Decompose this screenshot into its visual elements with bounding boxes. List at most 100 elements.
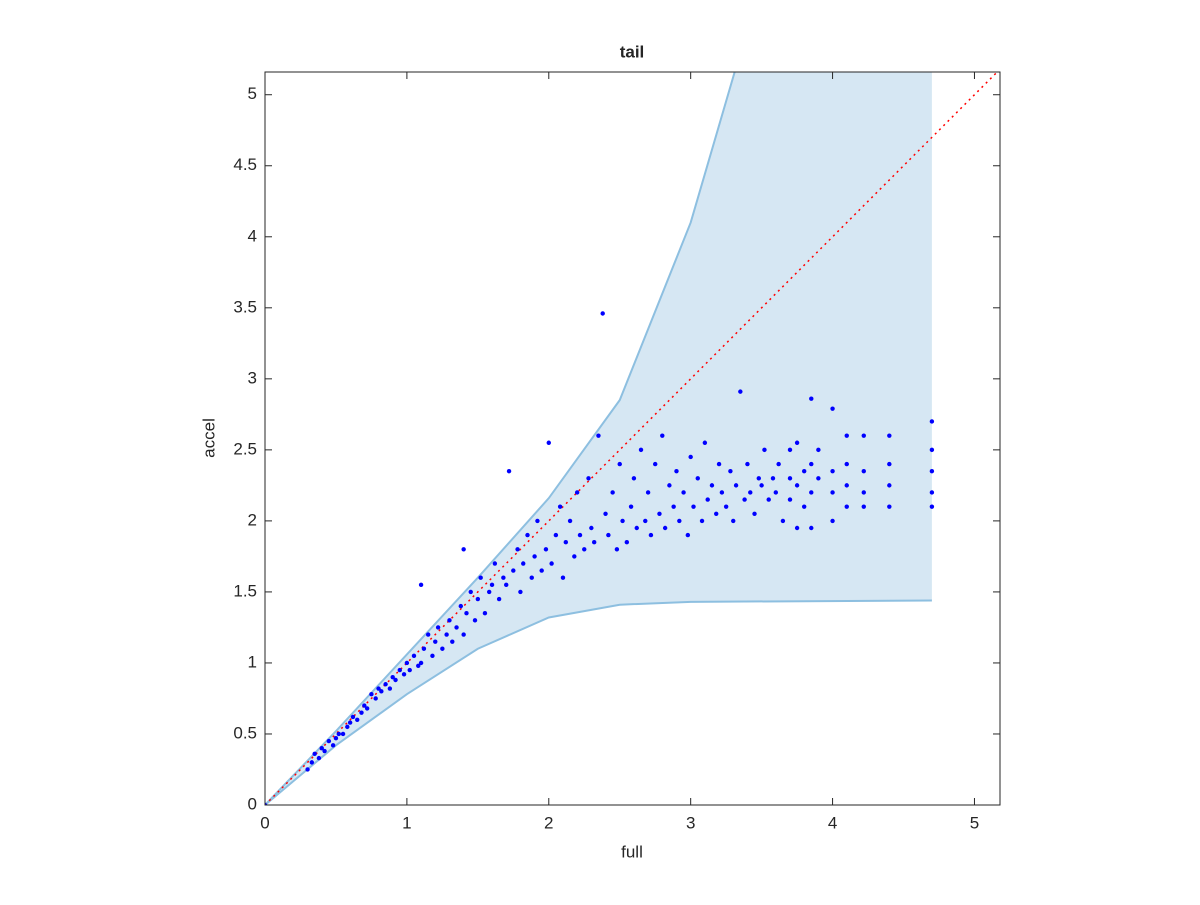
data-point [861,504,866,509]
x-tick-label: 1 [402,813,411,832]
data-point [645,490,651,495]
y-tick-label: 2 [248,510,257,529]
data-point [685,532,691,538]
data-point [809,525,814,531]
data-point [347,720,353,725]
data-point [606,532,611,538]
data-point [610,490,615,495]
data-point [535,518,540,524]
data-point [435,625,441,630]
data-point [600,311,605,316]
data-point [496,596,502,602]
axes-box [264,71,1001,806]
data-point [830,468,835,474]
data-point [624,539,630,545]
data-point [929,490,935,495]
data-point [450,639,455,644]
data-point [387,686,393,691]
data-point [794,440,800,445]
x-axis-label: full [621,842,643,861]
data-point [416,663,421,668]
data-point [716,461,722,467]
data-point [794,483,800,488]
data-point [518,589,523,595]
data-point [319,745,324,751]
data-point [461,547,466,552]
data-point [345,724,350,730]
data-point [506,468,512,474]
data-point [667,483,672,488]
data-point [316,755,322,761]
data-point [773,490,779,495]
data-point [620,518,625,524]
data-point [486,589,492,595]
data-point [614,547,620,552]
data-point [492,561,498,566]
data-point [504,582,509,588]
data-point [511,568,516,573]
data-point [393,677,398,683]
data-point [440,646,445,651]
x-tick-label: 3 [686,813,695,832]
data-point [861,468,866,474]
data-point [929,419,935,424]
data-point [787,447,793,453]
data-point [887,504,892,509]
data-point [397,667,402,673]
chart-title: tail [620,42,645,61]
data-point [742,497,747,502]
data-point [929,447,935,453]
data-point [582,547,587,552]
data-point [844,461,849,467]
data-point [688,454,693,460]
data-point [401,672,407,677]
data-point [340,731,346,737]
data-point [887,483,892,488]
data-point [461,632,466,637]
data-point [472,618,478,623]
data-point [794,525,800,531]
data-point [362,703,367,708]
data-point [780,518,786,524]
data-point [567,518,573,524]
data-point [336,731,341,737]
data-point [887,433,892,438]
data-point [543,547,549,552]
data-point [714,511,719,516]
data-point [589,525,594,531]
data-point [638,447,644,453]
data-point [801,504,807,509]
data-point [691,504,696,509]
data-point [809,461,814,467]
data-point [553,532,559,538]
data-point [482,611,488,616]
y-axis-label: accel [199,418,218,458]
data-point [748,490,753,495]
y-tick-label: 0.5 [233,723,257,742]
x-tick-label: 4 [828,813,837,832]
data-point [634,525,639,531]
data-point [312,751,317,757]
data-point [723,504,729,509]
data-point [333,736,339,741]
data-point [844,504,849,509]
data-point [844,483,849,488]
data-point [733,483,739,488]
data-point [699,518,705,524]
data-point [265,802,268,805]
data-point [577,532,583,538]
data-point [759,483,764,488]
data-point [447,618,452,623]
data-point [364,706,370,711]
data-point [628,504,634,509]
data-point [355,717,360,722]
data-point [787,476,793,481]
data-point [596,433,601,438]
data-point [603,511,608,516]
data-point [433,639,438,644]
data-point [407,667,412,673]
data-point [383,682,388,687]
data-point [787,497,793,502]
data-point [560,575,566,580]
data-point [501,575,506,580]
